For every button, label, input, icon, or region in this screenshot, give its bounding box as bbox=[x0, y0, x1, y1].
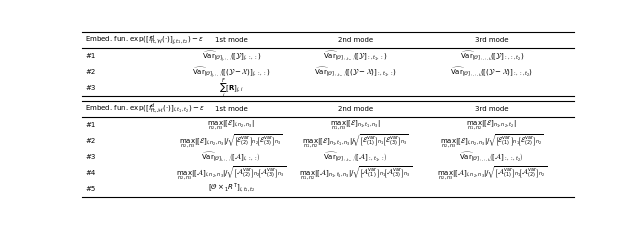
Text: $\widehat{\mathrm{Var}}_{[\mathcal{O}]_{i,:,:}}\!\left([\mathcal{A}]_{i,:,:}\rig: $\widehat{\mathrm{Var}}_{[\mathcal{O}]_{… bbox=[202, 150, 261, 163]
Text: $[\mathcal{O}\times_1 R^{\mathrm{T}}]_{i,t_1,t_2}$: $[\mathcal{O}\times_1 R^{\mathrm{T}}]_{i… bbox=[207, 182, 255, 196]
Text: Embed. fun. $\exp([f^d_{\mathrm{ft},\mathcal{W}}(\cdot)]_{j,t_1,t_2}) - \epsilon: Embed. fun. $\exp([f^d_{\mathrm{ft},\mat… bbox=[85, 34, 204, 47]
Text: #1: #1 bbox=[85, 122, 95, 128]
Text: #3: #3 bbox=[85, 85, 95, 91]
Text: Embed. fun. $\exp([f^d_{\mathrm{ft},\mathcal{M}}(\cdot)]_{i,t_1,t_2}) - \epsilon: Embed. fun. $\exp([f^d_{\mathrm{ft},\mat… bbox=[85, 102, 205, 115]
Text: $\max_{n_1,n_2}|[\mathcal{E}]_{n_1,t_1,n_3}|/\!\sqrt{\left[\mathcal{E}^{\mathrm{: $\max_{n_1,n_2}|[\mathcal{E}]_{n_1,t_1,n… bbox=[302, 132, 409, 150]
Text: #5: #5 bbox=[85, 186, 95, 192]
Text: #3: #3 bbox=[85, 154, 95, 160]
Text: #4: #4 bbox=[85, 170, 95, 176]
Text: $\widehat{\mathrm{Var}}_{[\mathcal{O}]_{j,:,:}}\!\left([\mathcal{Y}]_{j,:,:}\rig: $\widehat{\mathrm{Var}}_{[\mathcal{O}]_{… bbox=[202, 49, 261, 64]
Text: #2: #2 bbox=[85, 69, 95, 75]
Text: 2nd mode: 2nd mode bbox=[338, 106, 373, 112]
Text: $\max_{n_2,n_3}|[\mathcal{E}]_{i,n_2,n_3}|/\!\sqrt{\left[\mathcal{E}^{\mathrm{va: $\max_{n_2,n_3}|[\mathcal{E}]_{i,n_2,n_3… bbox=[179, 132, 284, 150]
Text: 1st mode: 1st mode bbox=[215, 37, 248, 43]
Text: #2: #2 bbox=[85, 138, 95, 144]
Text: $\max_{n_1,n_2}|[\mathcal{A}]_{n_1,t_1,n_3}|/\!\sqrt{\left[\mathcal{A}^{\mathrm{: $\max_{n_1,n_2}|[\mathcal{A}]_{n_1,t_1,n… bbox=[299, 164, 412, 182]
Text: $\max_{n_2,n_3}|[\mathcal{A}]_{i,n_2,n_3}|/\!\sqrt{\left[\mathcal{A}^{\mathrm{va: $\max_{n_2,n_3}|[\mathcal{A}]_{i,n_2,n_3… bbox=[176, 164, 286, 182]
Text: $\max_{n_1,n_3}|[\mathcal{E}]_{n_1,t_1,n_3}|$: $\max_{n_1,n_3}|[\mathcal{E}]_{n_1,t_1,n… bbox=[330, 118, 381, 132]
Text: $\widehat{\mathrm{Var}}_{[\mathcal{O}]_{:,t_1,:}}\!\left([\mathcal{Y}]_{:,t_1,:}: $\widehat{\mathrm{Var}}_{[\mathcal{O}]_{… bbox=[323, 49, 387, 63]
Text: 1st mode: 1st mode bbox=[215, 106, 248, 112]
Text: 2nd mode: 2nd mode bbox=[338, 37, 373, 43]
Text: $\max_{n_2,n_3}|[\mathcal{E}]_{i,n_2,n_3}|$: $\max_{n_2,n_3}|[\mathcal{E}]_{i,n_2,n_3… bbox=[207, 118, 255, 132]
Text: $\max_{n_1,n_2}|[\mathcal{E}]_{n_1,n_2,t_2}|$: $\max_{n_1,n_2}|[\mathcal{E}]_{n_1,n_2,t… bbox=[467, 118, 517, 132]
Text: $\widehat{\mathrm{Var}}_{[\mathcal{O}]_{:,:,t_2}}\!\left([(\mathcal{Y}-\mathcal{: $\widehat{\mathrm{Var}}_{[\mathcal{O}]_{… bbox=[450, 65, 533, 79]
Text: $\widehat{\mathrm{Var}}_{[\mathcal{O}]_{:,:,t_2}}\!\left([\mathcal{Y}]_{:,:,t_2}: $\widehat{\mathrm{Var}}_{[\mathcal{O}]_{… bbox=[460, 49, 524, 63]
Text: $\widehat{\mathrm{Var}}_{[\mathcal{O}]_{:,:,t_2}}\!\left([\mathcal{A}]_{:,:,t_2}: $\widehat{\mathrm{Var}}_{[\mathcal{O}]_{… bbox=[460, 150, 524, 164]
Text: $\max_{n_2,n_3}|[\mathcal{A}]_{i,n_2,n_3}|/\!\sqrt{\left[\mathcal{A}^{\mathrm{va: $\max_{n_2,n_3}|[\mathcal{A}]_{i,n_2,n_3… bbox=[436, 164, 547, 182]
Text: 3rd mode: 3rd mode bbox=[475, 106, 508, 112]
Text: $\max_{n_2,n_3}|[\mathcal{E}]_{i,n_2,n_3}|/\!\sqrt{\left[\mathcal{E}^{\mathrm{va: $\max_{n_2,n_3}|[\mathcal{E}]_{i,n_2,n_3… bbox=[440, 132, 543, 150]
Text: 3rd mode: 3rd mode bbox=[475, 37, 508, 43]
Text: $\widehat{\mathrm{Var}}_{[\mathcal{O}]_{j,:,:}}\!\left([(\mathcal{Y}-\mathcal{X}: $\widehat{\mathrm{Var}}_{[\mathcal{O}]_{… bbox=[192, 65, 270, 80]
Text: $\sum_i^F [\mathbf{R}]_{j,i}$: $\sum_i^F [\mathbf{R}]_{j,i}$ bbox=[219, 76, 244, 100]
Text: $\widehat{\mathrm{Var}}_{[\mathcal{O}]_{:,t_1,:}}\!\left([\mathcal{A}]_{:,t_1,:}: $\widehat{\mathrm{Var}}_{[\mathcal{O}]_{… bbox=[323, 150, 388, 164]
Text: #1: #1 bbox=[85, 53, 95, 59]
Text: $\widehat{\mathrm{Var}}_{[\mathcal{O}]_{:,t_1,:}}\!\left([(\mathcal{Y}-\mathcal{: $\widehat{\mathrm{Var}}_{[\mathcal{O}]_{… bbox=[314, 65, 397, 79]
